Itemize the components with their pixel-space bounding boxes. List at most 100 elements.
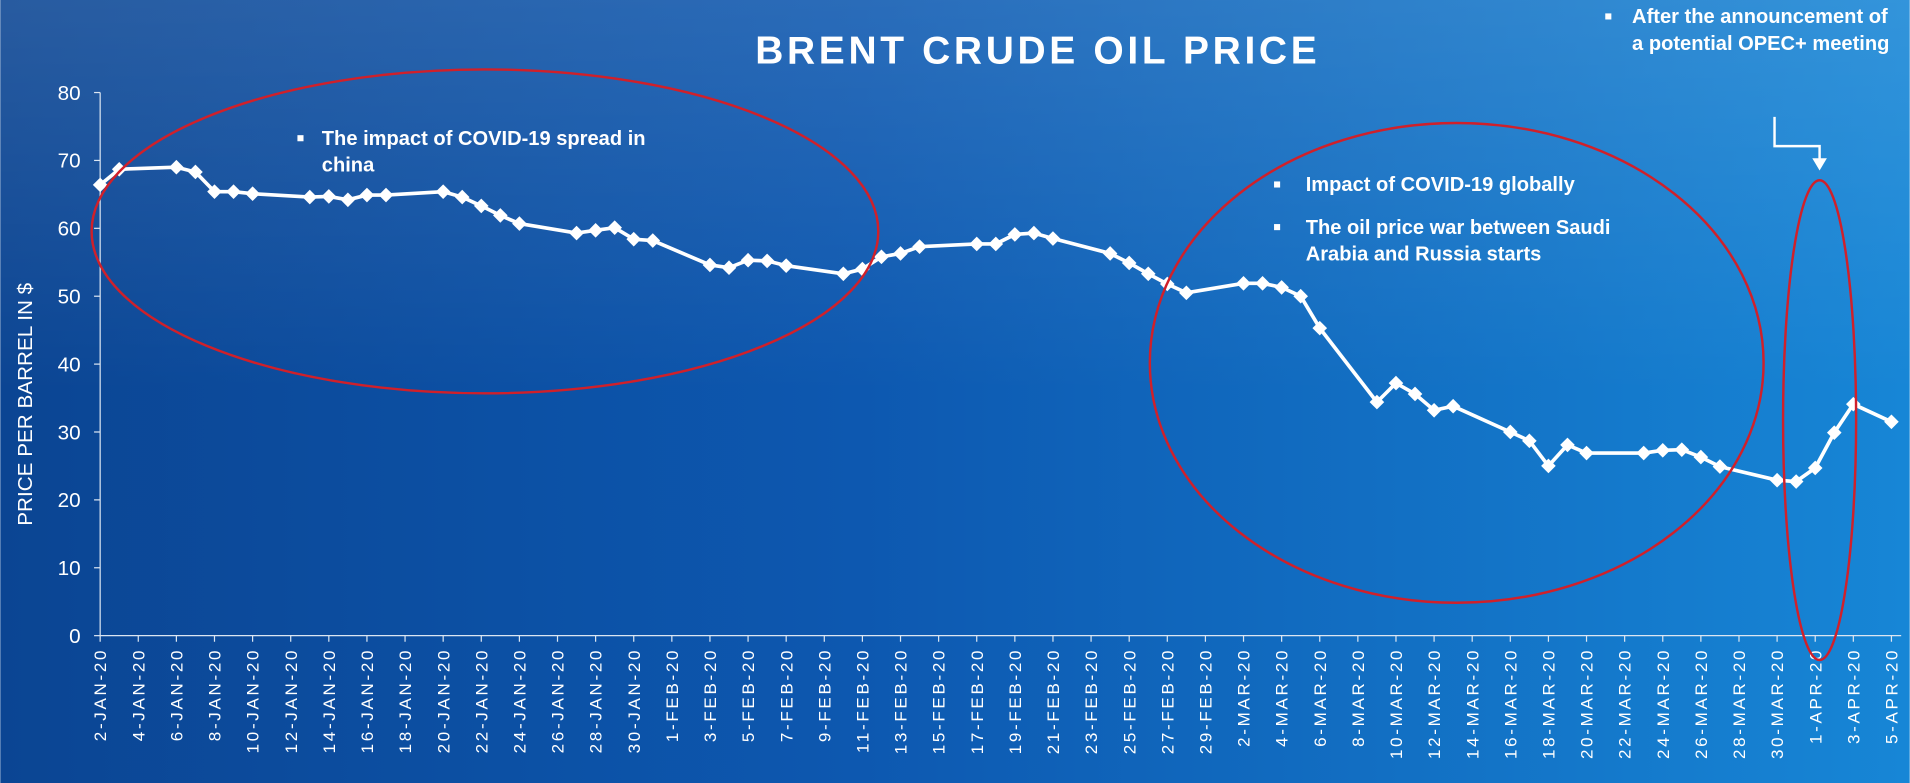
x-tick-label: 26-JAN-20: [549, 648, 568, 754]
point-marker: [1522, 433, 1537, 449]
x-tick-label: 3-FEB-20: [701, 648, 720, 742]
y-tick-label: 0: [69, 625, 81, 648]
point-marker: [169, 159, 184, 175]
point-marker: [893, 246, 908, 261]
point-marker: [435, 184, 451, 199]
annotation: After the announcement of a potential OP…: [1632, 6, 1890, 55]
y-axis-label: PRICE PER BARREL IN $: [14, 282, 37, 525]
point-marker: [702, 257, 718, 273]
x-tick-label: 16-MAR-20: [1501, 648, 1520, 759]
line-segment: [1318, 327, 1379, 404]
point-marker: [721, 260, 737, 276]
x-tick-label: 24-JAN-20: [510, 648, 529, 754]
x-tick-label: 17-FEB-20: [968, 648, 987, 754]
point-marker: [1293, 288, 1308, 304]
point-marker: [759, 253, 775, 269]
line-segment: [1813, 431, 1836, 469]
point-marker: [778, 258, 794, 273]
point-marker: [245, 186, 260, 202]
x-tick-label: 12-MAR-20: [1425, 648, 1444, 759]
point-marker: [1674, 442, 1690, 457]
x-tick-label: 30-JAN-20: [625, 648, 644, 754]
line-segment: [652, 238, 711, 267]
plot: 0 10 20 30 40 50 60 70 80 2-JAN-20 4-JAN-20 6-JAN-2…: [58, 82, 1902, 759]
bullet: [1274, 181, 1281, 188]
annotation-box: The oil price war between Saudi Arabia a…: [1305, 216, 1611, 266]
point-marker: [645, 233, 661, 248]
y-tick-label: 10: [58, 557, 81, 580]
x-tick-label: 7-FEB-20: [777, 648, 796, 742]
y-tick-label: 20: [58, 489, 81, 512]
highlight-ellipse: [90, 68, 880, 395]
point-marker: [1369, 394, 1385, 410]
line-segment: [1452, 404, 1512, 434]
point-marker: [1579, 445, 1594, 461]
line-segment: [519, 221, 577, 235]
x-tick-label: 29-FEB-20: [1197, 648, 1216, 754]
x-tick-label: 22-MAR-20: [1616, 648, 1635, 759]
x-tick-label: 21-FEB-20: [1044, 648, 1063, 754]
arrow-head: [1812, 158, 1827, 171]
line-segment: [1852, 402, 1893, 424]
point-marker: [1807, 460, 1823, 476]
point-marker: [1426, 402, 1442, 418]
annotation-box: Impact of COVID-19 globally: [1305, 174, 1575, 197]
x-tick-label: 20-MAR-20: [1578, 648, 1597, 759]
point-marker: [302, 189, 318, 205]
point-marker: [1884, 414, 1899, 430]
x-tick-label: 10-JAN-20: [244, 648, 263, 754]
point-marker: [912, 239, 927, 254]
x-tick-label: 5-FEB-20: [739, 648, 758, 742]
point-marker: [321, 189, 337, 204]
point-marker: [207, 184, 222, 199]
point-marker: [454, 189, 470, 205]
point-marker: [1445, 398, 1461, 414]
line-segment: [1832, 403, 1855, 434]
line-segment: [1527, 439, 1550, 468]
point-marker: [1407, 386, 1423, 402]
annotation-box: After the announcement of a potential OP…: [1632, 6, 1890, 55]
line-segment: [1299, 295, 1322, 330]
point-marker: [1255, 276, 1270, 291]
point-marker: [340, 192, 356, 208]
point-marker: [1560, 437, 1575, 453]
point-marker: [111, 161, 127, 177]
x-tick-label: 6-MAR-20: [1311, 648, 1330, 747]
x-tick-label: 2-JAN-20: [91, 648, 110, 741]
y-tick-label: 40: [58, 353, 81, 376]
line-segment: [385, 189, 444, 197]
x-tick-label: 28-JAN-20: [587, 648, 606, 754]
line-segment: [785, 263, 844, 276]
x-tick-label: 10-MAR-20: [1387, 648, 1406, 759]
point-marker: [1274, 280, 1289, 295]
x-tick-label: 1-FEB-20: [663, 648, 682, 742]
x-tick-label: 30-MAR-20: [1768, 648, 1787, 759]
x-tick-label: 22-JAN-20: [472, 648, 491, 754]
point-marker: [969, 236, 985, 252]
x-tick-label: 26-MAR-20: [1692, 648, 1711, 759]
x-tick-label: 8-MAR-20: [1349, 648, 1368, 747]
point-marker: [1388, 375, 1404, 391]
point-marker: [626, 231, 642, 247]
x-tick-label: 12-JAN-20: [282, 648, 301, 754]
point-marker: [1045, 231, 1061, 246]
point-marker: [1179, 285, 1194, 301]
x-tick-label: 14-JAN-20: [320, 648, 339, 754]
annotation: The oil price war between Saudi Arabia a…: [1305, 216, 1611, 266]
point-marker: [1655, 443, 1671, 458]
x-tick-label: 4-JAN-20: [129, 648, 148, 741]
annotation: Impact of COVID-19 globally: [1305, 174, 1575, 197]
point-marker: [1769, 472, 1785, 488]
point-marker: [1693, 449, 1709, 465]
point-marker: [1712, 459, 1728, 474]
x-tick-label: 5-APR-20: [1883, 648, 1902, 744]
x-tick-label: 2-MAR-20: [1235, 648, 1254, 747]
point-marker: [1102, 246, 1118, 261]
annotation-box: The impact of COVID-19 spread in china: [322, 128, 646, 177]
x-tick-label: 18-MAR-20: [1540, 648, 1559, 759]
point-marker: [226, 184, 241, 199]
y-tick-label: 70: [58, 150, 81, 173]
